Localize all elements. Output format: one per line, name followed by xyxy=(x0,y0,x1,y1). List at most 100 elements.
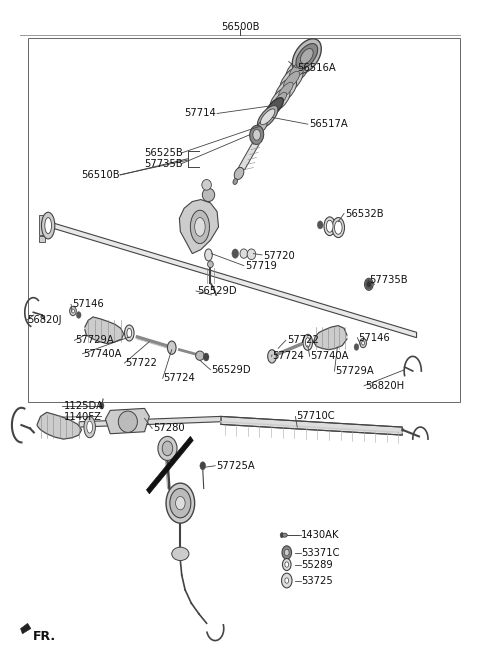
Circle shape xyxy=(200,462,205,470)
Polygon shape xyxy=(236,137,263,172)
Text: 56529D: 56529D xyxy=(197,286,237,296)
Text: 57735B: 57735B xyxy=(144,159,183,170)
Circle shape xyxy=(76,312,81,318)
Text: 1140FZ: 1140FZ xyxy=(63,412,101,422)
Ellipse shape xyxy=(118,411,137,432)
Ellipse shape xyxy=(281,574,292,588)
Text: 57714: 57714 xyxy=(184,109,216,119)
Bar xyxy=(28,38,459,402)
Ellipse shape xyxy=(234,168,244,180)
Text: 53371C: 53371C xyxy=(301,547,339,557)
Ellipse shape xyxy=(41,212,55,239)
Ellipse shape xyxy=(127,328,132,338)
Ellipse shape xyxy=(72,309,74,313)
Ellipse shape xyxy=(202,180,211,190)
Ellipse shape xyxy=(280,67,303,93)
Ellipse shape xyxy=(207,261,213,267)
Text: 55289: 55289 xyxy=(301,559,333,569)
Ellipse shape xyxy=(292,39,321,74)
Ellipse shape xyxy=(324,217,336,236)
Text: 57719: 57719 xyxy=(245,261,276,271)
Polygon shape xyxy=(39,215,45,235)
Ellipse shape xyxy=(274,92,287,107)
Text: 57740A: 57740A xyxy=(311,351,349,361)
Text: 53725: 53725 xyxy=(301,576,333,586)
Ellipse shape xyxy=(172,547,189,561)
Ellipse shape xyxy=(282,533,287,537)
Polygon shape xyxy=(39,237,45,242)
Text: 57710C: 57710C xyxy=(296,411,335,421)
Text: FR.: FR. xyxy=(33,630,56,643)
Text: 57729A: 57729A xyxy=(75,336,114,345)
Ellipse shape xyxy=(303,334,312,350)
Text: 57722: 57722 xyxy=(125,358,157,368)
Text: 1125DA: 1125DA xyxy=(63,401,103,411)
Ellipse shape xyxy=(257,120,267,132)
Text: 57740A: 57740A xyxy=(84,348,122,358)
Ellipse shape xyxy=(162,441,173,456)
Ellipse shape xyxy=(362,341,364,345)
Ellipse shape xyxy=(265,98,283,117)
Circle shape xyxy=(99,403,104,409)
Ellipse shape xyxy=(282,546,291,559)
Ellipse shape xyxy=(296,44,318,68)
Ellipse shape xyxy=(260,109,275,125)
Ellipse shape xyxy=(364,278,373,290)
Text: 57725A: 57725A xyxy=(216,461,255,471)
Ellipse shape xyxy=(176,496,185,510)
Polygon shape xyxy=(313,326,347,350)
Polygon shape xyxy=(79,416,221,427)
Ellipse shape xyxy=(87,421,93,433)
Text: 57722: 57722 xyxy=(287,336,319,345)
Ellipse shape xyxy=(283,71,300,89)
Ellipse shape xyxy=(196,351,204,360)
Ellipse shape xyxy=(204,249,212,261)
Text: 57729A: 57729A xyxy=(336,366,374,376)
Ellipse shape xyxy=(275,78,297,103)
Circle shape xyxy=(367,281,371,287)
Ellipse shape xyxy=(285,562,288,567)
Circle shape xyxy=(317,221,323,229)
Ellipse shape xyxy=(45,218,51,234)
Ellipse shape xyxy=(300,48,313,64)
Text: 57735B: 57735B xyxy=(369,275,408,285)
Polygon shape xyxy=(180,200,218,254)
Ellipse shape xyxy=(278,82,293,98)
Polygon shape xyxy=(85,317,123,344)
Circle shape xyxy=(365,279,372,289)
Text: 1430AK: 1430AK xyxy=(301,530,339,540)
Ellipse shape xyxy=(332,218,345,238)
Ellipse shape xyxy=(84,416,96,438)
Text: 57146: 57146 xyxy=(72,299,104,310)
Circle shape xyxy=(280,533,284,538)
Text: 56500B: 56500B xyxy=(221,21,259,31)
Ellipse shape xyxy=(257,105,278,128)
Ellipse shape xyxy=(285,578,288,583)
Text: 57280: 57280 xyxy=(153,423,185,433)
Ellipse shape xyxy=(191,210,209,244)
Ellipse shape xyxy=(124,325,134,341)
Polygon shape xyxy=(146,436,193,494)
Ellipse shape xyxy=(335,221,342,234)
Polygon shape xyxy=(106,409,149,433)
Ellipse shape xyxy=(166,483,195,523)
Ellipse shape xyxy=(282,559,291,571)
Ellipse shape xyxy=(286,55,311,84)
Polygon shape xyxy=(221,416,402,435)
Ellipse shape xyxy=(326,220,333,232)
Text: 56532B: 56532B xyxy=(345,208,384,218)
Circle shape xyxy=(203,353,209,361)
Ellipse shape xyxy=(70,306,76,316)
Ellipse shape xyxy=(284,549,289,556)
Ellipse shape xyxy=(240,249,248,258)
Ellipse shape xyxy=(195,218,205,237)
Text: 56820J: 56820J xyxy=(28,316,62,326)
Ellipse shape xyxy=(158,436,177,460)
Ellipse shape xyxy=(202,188,215,202)
Ellipse shape xyxy=(233,179,238,184)
Ellipse shape xyxy=(250,125,264,145)
Ellipse shape xyxy=(170,488,191,518)
Ellipse shape xyxy=(247,249,256,259)
Polygon shape xyxy=(21,623,31,634)
Ellipse shape xyxy=(270,88,290,111)
